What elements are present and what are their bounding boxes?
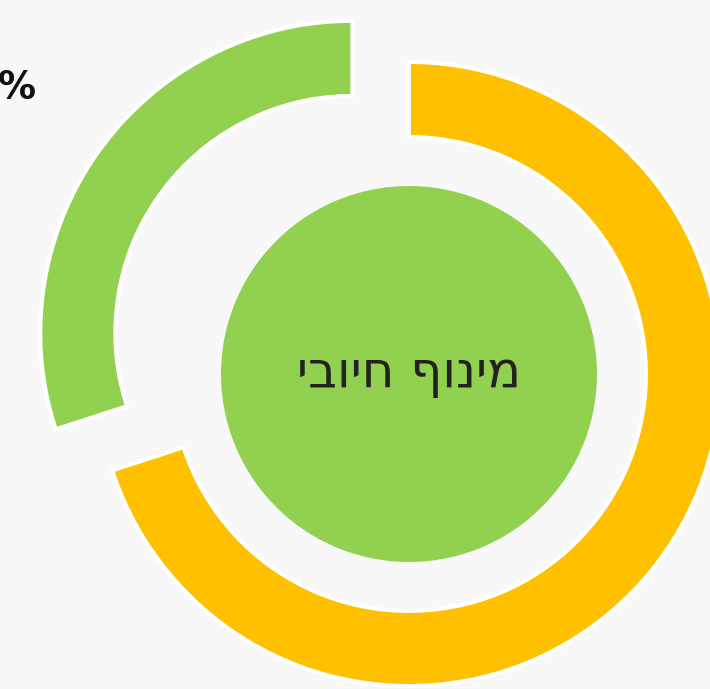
center-label: מינוף חיובי xyxy=(297,342,521,400)
donut-slice xyxy=(38,18,355,432)
data-label: % xyxy=(0,64,36,108)
donut-slice xyxy=(109,59,710,688)
center-circle xyxy=(221,186,597,562)
